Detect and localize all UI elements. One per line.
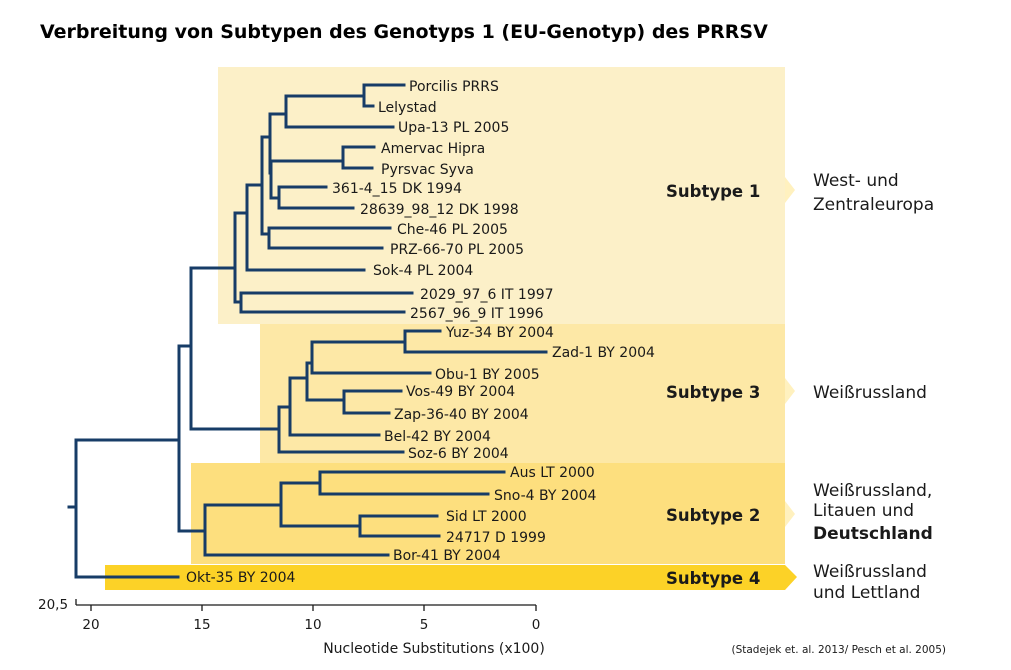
region-label: Zentraleuropa xyxy=(813,195,934,215)
leaf-label: Lelystad xyxy=(378,100,437,116)
subtype-label: Subtype 4 xyxy=(666,569,760,588)
leaf-label: Aus LT 2000 xyxy=(510,465,595,481)
leaf-label: Porcilis PRRS xyxy=(409,79,499,95)
leaf-label: Upa-13 PL 2005 xyxy=(398,120,509,136)
leaf-label: Sok-4 PL 2004 xyxy=(373,263,473,279)
axis-tick-label: 10 xyxy=(304,617,321,633)
subtype-labels: Subtype 1 Subtype 3 Subtype 2 Subtype 4 xyxy=(666,182,760,588)
region-label: Deutschland xyxy=(813,524,933,544)
figure-title: Verbreitung von Subtypen des Genotyps 1 … xyxy=(40,21,768,43)
axis: 20,5 20 15 10 5 0 Nucleotide Substitutio… xyxy=(38,597,545,657)
subtype3-arrow xyxy=(785,378,795,404)
axis-label: Nucleotide Substitutions (x100) xyxy=(323,641,545,657)
subtype4-band xyxy=(105,565,785,590)
leaf-label: Obu-1 BY 2005 xyxy=(435,367,540,383)
leaf-label: Pyrsvac Syva xyxy=(381,162,474,178)
tree-branches xyxy=(67,83,548,579)
leaf-label: Soz-6 BY 2004 xyxy=(408,446,509,462)
leaf-label: Amervac Hipra xyxy=(381,141,485,157)
subtype2-arrow xyxy=(785,501,795,527)
region-label: Weißrussland xyxy=(813,562,927,582)
leaf-label: Sno-4 BY 2004 xyxy=(494,488,597,504)
axis-tick-label: 5 xyxy=(420,617,429,633)
region-label: Weißrussland, xyxy=(813,481,932,501)
leaf-label: Che-46 PL 2005 xyxy=(397,222,508,238)
axis-tick-label: 15 xyxy=(193,617,210,633)
source-citation: (Stadejek et. al. 2013/ Pesch et al. 200… xyxy=(731,644,946,656)
region-label: Litauen und xyxy=(813,501,914,521)
leaf-label: 361-4_15 DK 1994 xyxy=(332,181,462,197)
subtype2-band xyxy=(191,463,785,564)
leaf-label: 28639_98_12 DK 1998 xyxy=(360,202,519,218)
subtype-label: Subtype 2 xyxy=(666,506,760,525)
leaf-label: Zap-36-40 BY 2004 xyxy=(394,407,529,423)
leaf-label: Yuz-34 BY 2004 xyxy=(445,325,554,341)
subtype1-band xyxy=(218,67,785,324)
leaf-label: Okt-35 BY 2004 xyxy=(186,570,295,586)
region-label: und Lettland xyxy=(813,583,920,603)
axis-tick-label: 0 xyxy=(532,617,541,633)
leaf-labels: Porcilis PRRS Lelystad Upa-13 PL 2005 Am… xyxy=(186,79,655,586)
leaf-label: 24717 D 1999 xyxy=(446,530,546,546)
region-label: West- und xyxy=(813,171,899,191)
leaf-label: Vos-49 BY 2004 xyxy=(406,384,515,400)
leaf-label: 2029_97_6 IT 1997 xyxy=(420,287,554,303)
subtype-bands xyxy=(105,67,797,590)
region-label: Weißrussland xyxy=(813,383,927,403)
leaf-label: 2567_96_9 IT 1996 xyxy=(410,306,544,322)
region-labels: West- und Zentraleuropa Weißrussland Wei… xyxy=(813,171,934,603)
subtype4-arrow xyxy=(785,565,797,590)
leaf-label: Bor-41 BY 2004 xyxy=(393,548,501,564)
axis-root-value: 20,5 xyxy=(38,597,68,613)
leaf-label: Zad-1 BY 2004 xyxy=(552,345,655,361)
subtype-label: Subtype 1 xyxy=(666,182,760,201)
subtype3-band xyxy=(260,324,785,463)
leaf-label: Bel-42 BY 2004 xyxy=(384,429,491,445)
axis-tick-label: 20 xyxy=(82,617,99,633)
subtype1-arrow xyxy=(785,177,795,203)
subtype-label: Subtype 3 xyxy=(666,383,760,402)
leaf-label: Sid LT 2000 xyxy=(446,509,527,525)
leaf-label: PRZ-66-70 PL 2005 xyxy=(390,242,524,258)
